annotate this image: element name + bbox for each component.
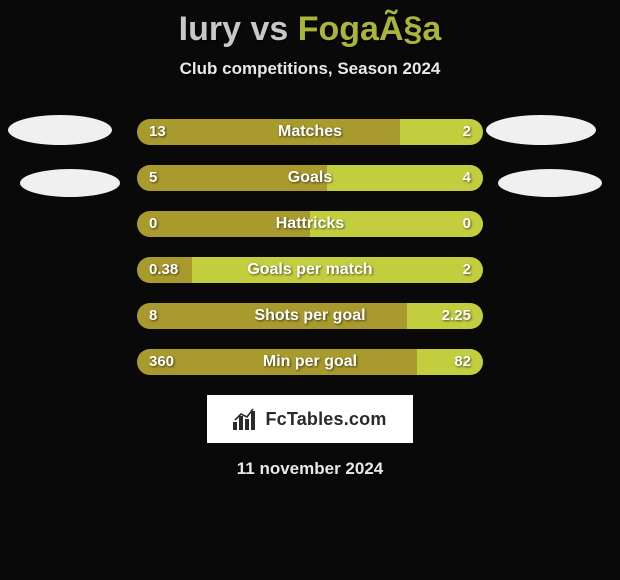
stat-label: Goals (137, 165, 483, 191)
stat-label: Goals per match (137, 257, 483, 283)
stat-rows: 132Matches 54Goals 00Hattricks 0.382Goals p… (137, 119, 483, 375)
stat-label: Min per goal (137, 349, 483, 375)
player1-name: Iury (179, 10, 241, 48)
brand-logo: FcTables.com (207, 395, 413, 443)
bars-icon (233, 408, 259, 430)
stat-row: 132Matches (137, 119, 483, 145)
stat-row: 54Goals (137, 165, 483, 191)
stat-label: Shots per goal (137, 303, 483, 329)
stat-row: 0.382Goals per match (137, 257, 483, 283)
stat-row: 00Hattricks (137, 211, 483, 237)
stat-row: 82.25Shots per goal (137, 303, 483, 329)
stat-label: Matches (137, 119, 483, 145)
player-photo-placeholder (486, 115, 596, 145)
brand-text: FcTables.com (265, 409, 386, 430)
chart-area: 132Matches 54Goals 00Hattricks 0.382Goals p… (0, 119, 620, 479)
subtitle: Club competitions, Season 2024 (0, 59, 620, 79)
player-photo-placeholder (498, 169, 602, 197)
stat-row: 36082Min per goal (137, 349, 483, 375)
comparison-title: Iury vs FogaÃ§a (0, 0, 620, 49)
vs-text: vs (250, 10, 288, 48)
stat-label: Hattricks (137, 211, 483, 237)
player2-name: FogaÃ§a (298, 10, 442, 48)
date-text: 11 november 2024 (0, 459, 620, 479)
player-photo-placeholder (20, 169, 120, 197)
player-photo-placeholder (8, 115, 112, 145)
